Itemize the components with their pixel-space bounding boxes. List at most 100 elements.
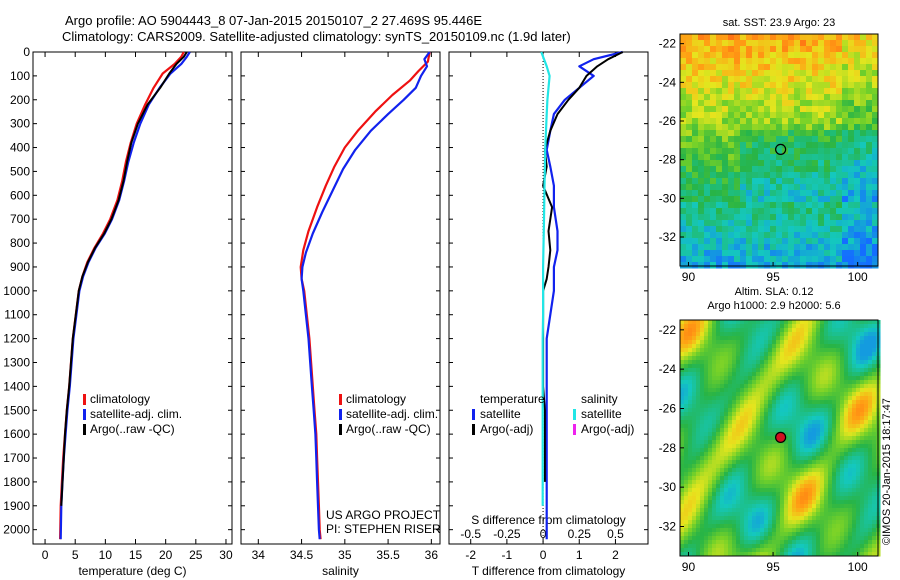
- sst_map-cell: [860, 88, 867, 95]
- sst_map-cell: [788, 244, 795, 251]
- sla_map-cell: [756, 464, 761, 469]
- sla_map-cell: [756, 404, 761, 409]
- sla_map-cell: [704, 544, 709, 549]
- sst_map-cell: [830, 136, 837, 143]
- sla_map-cell: [708, 464, 713, 469]
- sla_map-cell: [732, 344, 737, 349]
- salinity-xtick-label: 34: [252, 548, 266, 562]
- sst_map-cell: [692, 82, 699, 89]
- sla_map-cell: [848, 536, 853, 541]
- sla_map-cell: [844, 496, 849, 501]
- sla_map-cell: [744, 448, 749, 453]
- sst_map-cell: [854, 232, 861, 239]
- sla_map-cell: [716, 396, 721, 401]
- sla_map-cell: [792, 516, 797, 521]
- sla_map-cell: [728, 344, 733, 349]
- sla_map-cell: [808, 424, 813, 429]
- sla_map-cell: [736, 332, 741, 337]
- sla_map-cell: [820, 504, 825, 509]
- sla_map-cell: [700, 428, 705, 433]
- sla_map-cell: [820, 480, 825, 485]
- sla_map-cell: [812, 524, 817, 529]
- sla_map-cell: [756, 452, 761, 457]
- sla_map-cell: [704, 524, 709, 529]
- sla_map-cell: [832, 356, 837, 361]
- sst_map-cell: [836, 58, 843, 65]
- sla_map-cell: [728, 376, 733, 381]
- temperature-ytick-label: 1900: [3, 499, 30, 513]
- sst_map-cell: [812, 46, 819, 53]
- sst_map-cell: [824, 238, 831, 245]
- sla_map-cell: [832, 452, 837, 457]
- sla_map-cell: [696, 368, 701, 373]
- sst_map-cell: [770, 82, 777, 89]
- sla_map-cell: [812, 460, 817, 465]
- sla_map-cell: [700, 372, 705, 377]
- sla_map-cell: [776, 324, 781, 329]
- sla_map-cell: [732, 452, 737, 457]
- sla_map-cell: [832, 408, 837, 413]
- sla_map-cell: [684, 332, 689, 337]
- sla_map-cell: [820, 544, 825, 549]
- sla_map-cell: [828, 416, 833, 421]
- sla_map-cell: [812, 420, 817, 425]
- sla_map-cell: [740, 520, 745, 525]
- sla_map-cell: [780, 524, 785, 529]
- sst_map-cell: [794, 76, 801, 83]
- sla_map-cell: [768, 532, 773, 537]
- sla_map-cell: [740, 404, 745, 409]
- sla_map-cell: [832, 440, 837, 445]
- sla_map-cell: [776, 392, 781, 397]
- sla_map-cell: [748, 512, 753, 517]
- sla_map-cell: [800, 324, 805, 329]
- sla_map-cell: [744, 472, 749, 477]
- sst_map-cell: [824, 184, 831, 191]
- sla_map-cell: [696, 464, 701, 469]
- sla_map-cell: [748, 552, 753, 557]
- sst_map-cell: [746, 244, 753, 251]
- difference-legend-label: satellite: [581, 407, 622, 421]
- sla_map-cell: [852, 460, 857, 465]
- sla_map-cell: [764, 392, 769, 397]
- sla_map-cell: [728, 368, 733, 373]
- sst_map-cell: [830, 232, 837, 239]
- sst_map-cell: [800, 178, 807, 185]
- sla_map-cell: [864, 488, 869, 493]
- sst_map-cell: [782, 178, 789, 185]
- sla_map-cell: [860, 516, 865, 521]
- sla_map-cell: [872, 532, 877, 537]
- sla_map-cell: [804, 540, 809, 545]
- sla_map-cell: [744, 440, 749, 445]
- sla_map-cell: [712, 444, 717, 449]
- sla_map-cell: [716, 392, 721, 397]
- sla_map-cell: [820, 444, 825, 449]
- sla_map-cell: [744, 324, 749, 329]
- sla_map-cell: [816, 536, 821, 541]
- sla_map-cell: [848, 524, 853, 529]
- sla_map-cell: [864, 328, 869, 333]
- sla_map-cell: [812, 352, 817, 357]
- sst_map-cell: [740, 130, 747, 137]
- sla_map-cell: [684, 464, 689, 469]
- sst_map-cell: [770, 124, 777, 131]
- sla_map-cell: [840, 384, 845, 389]
- sst_map-cell: [836, 76, 843, 83]
- sst_map-cell: [692, 118, 699, 125]
- sla_map-cell: [852, 444, 857, 449]
- sla_map-cell: [712, 428, 717, 433]
- sst_map-cell: [758, 100, 765, 107]
- sla_map-cell: [760, 548, 765, 553]
- sst_map-cell: [848, 166, 855, 173]
- sla_map-cell: [732, 396, 737, 401]
- sla_map-cell: [780, 360, 785, 365]
- sla_map-cell: [868, 328, 873, 333]
- sla_map-cell: [836, 540, 841, 545]
- salinity-axes-frame: [240, 51, 441, 545]
- sla_map-cell: [756, 484, 761, 489]
- sst_map-cell: [728, 226, 735, 233]
- sla_map-cell: [824, 536, 829, 541]
- sla_map-cell: [712, 356, 717, 361]
- sla_map-cell: [852, 512, 857, 517]
- sst_map-cell: [866, 88, 873, 95]
- sla_map-cell: [872, 436, 877, 441]
